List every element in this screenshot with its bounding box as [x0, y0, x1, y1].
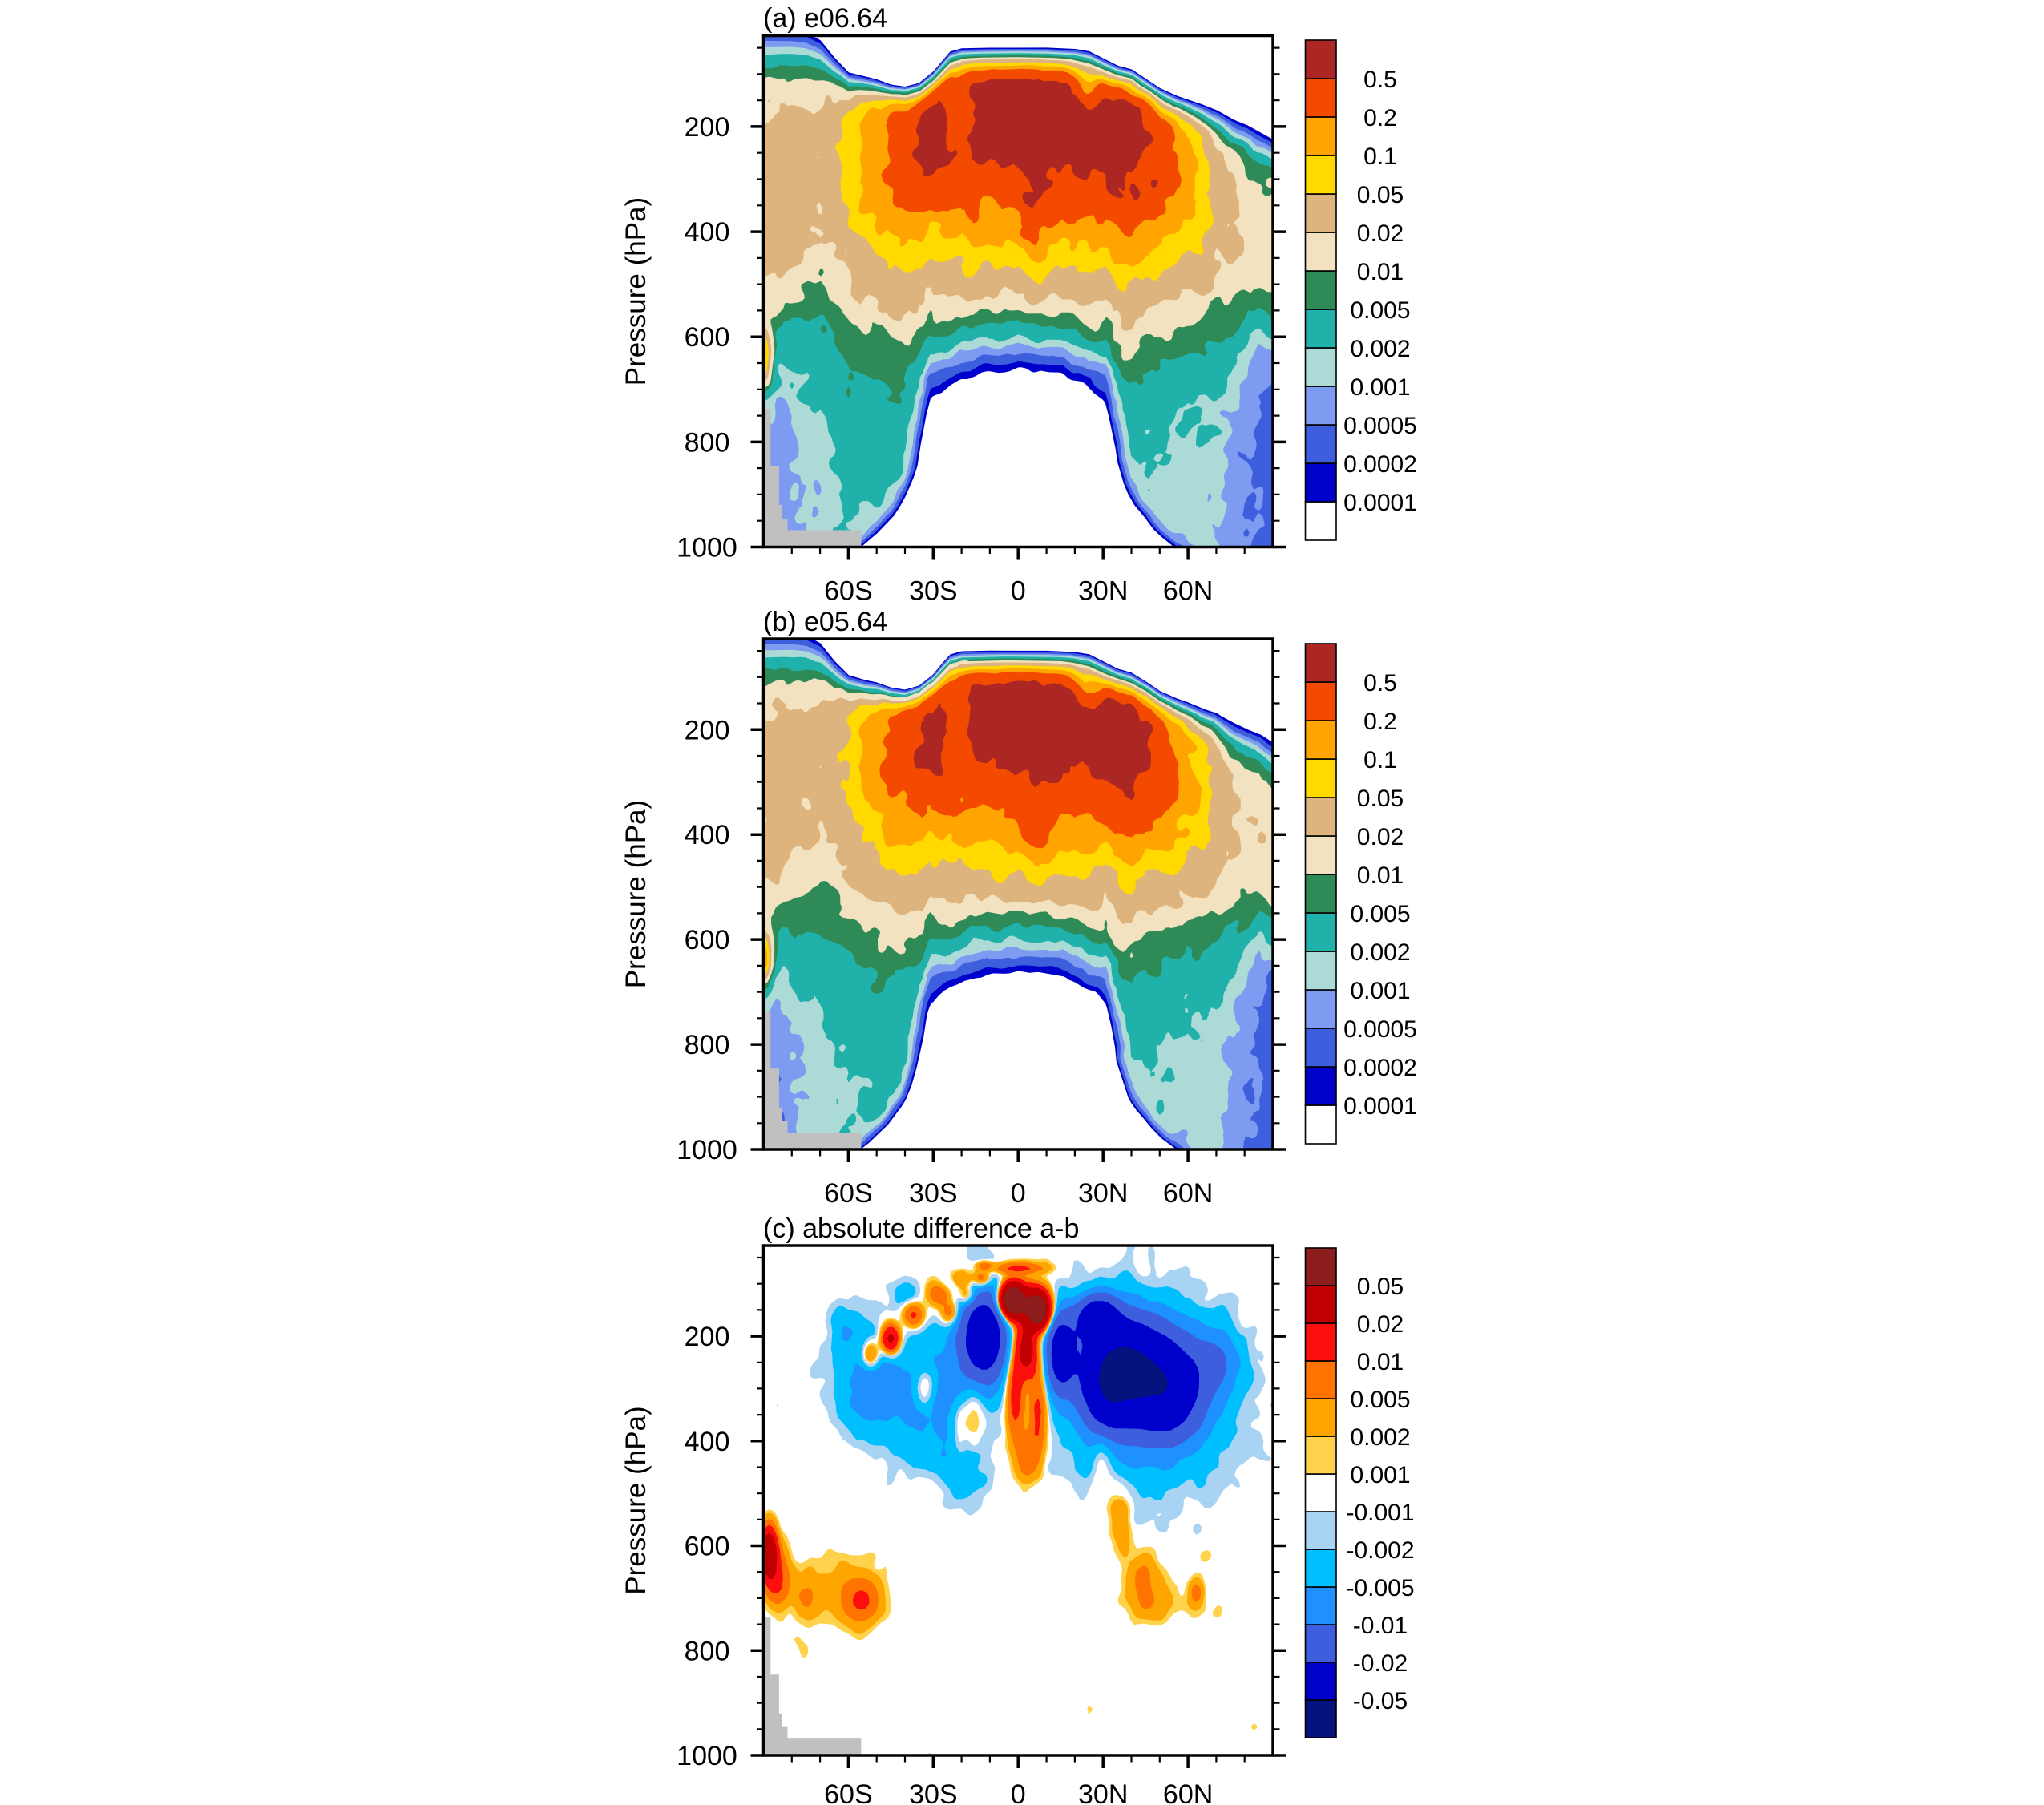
svg-text:60N: 60N: [1163, 1779, 1213, 1805]
svg-text:(c) absolute difference a-b: (c) absolute difference a-b: [763, 1213, 1079, 1244]
svg-text:0.001: 0.001: [1350, 1462, 1410, 1488]
svg-text:30S: 30S: [909, 1779, 958, 1805]
svg-text:0.002: 0.002: [1350, 1424, 1410, 1451]
svg-text:0.002: 0.002: [1350, 939, 1410, 966]
svg-text:400: 400: [685, 820, 730, 850]
svg-text:-0.005: -0.005: [1346, 1575, 1414, 1601]
svg-text:0.01: 0.01: [1357, 259, 1404, 285]
svg-text:400: 400: [685, 217, 730, 248]
svg-text:30S: 30S: [909, 576, 958, 607]
svg-text:1000: 1000: [677, 1741, 737, 1771]
svg-text:600: 600: [685, 1532, 730, 1562]
svg-text:800: 800: [685, 1636, 730, 1666]
svg-text:1000: 1000: [677, 1135, 737, 1165]
svg-text:600: 600: [685, 322, 730, 353]
svg-text:0: 0: [1011, 1178, 1026, 1209]
svg-text:0.05: 0.05: [1357, 182, 1404, 208]
svg-text:30N: 30N: [1078, 1178, 1128, 1209]
svg-text:0.001: 0.001: [1350, 374, 1410, 401]
svg-text:30S: 30S: [909, 1178, 958, 1209]
svg-text:30N: 30N: [1078, 1779, 1128, 1805]
svg-text:0.02: 0.02: [1357, 220, 1404, 247]
svg-text:800: 800: [685, 427, 730, 458]
svg-text:(b) e05.64: (b) e05.64: [763, 607, 887, 637]
svg-text:0: 0: [1011, 576, 1026, 607]
svg-text:800: 800: [685, 1030, 730, 1060]
svg-text:0.0002: 0.0002: [1343, 451, 1417, 478]
svg-text:200: 200: [685, 112, 730, 143]
svg-text:0.005: 0.005: [1350, 901, 1410, 927]
svg-text:-0.01: -0.01: [1353, 1613, 1408, 1639]
svg-text:0.1: 0.1: [1363, 747, 1397, 773]
svg-text:200: 200: [685, 1322, 730, 1352]
svg-text:0.0001: 0.0001: [1343, 490, 1417, 516]
svg-text:60N: 60N: [1163, 576, 1213, 607]
svg-text:Pressure (hPa): Pressure (hPa): [620, 197, 652, 386]
svg-text:0.2: 0.2: [1363, 709, 1397, 735]
svg-text:0.0002: 0.0002: [1343, 1055, 1417, 1081]
svg-text:Pressure (hPa): Pressure (hPa): [620, 800, 652, 988]
svg-text:0.05: 0.05: [1357, 785, 1404, 812]
svg-text:0.02: 0.02: [1357, 824, 1404, 850]
svg-text:600: 600: [685, 925, 730, 955]
svg-text:30N: 30N: [1078, 576, 1128, 607]
svg-text:Pressure (hPa): Pressure (hPa): [620, 1406, 652, 1594]
svg-text:-0.002: -0.002: [1346, 1537, 1414, 1564]
svg-text:-0.02: -0.02: [1353, 1650, 1408, 1677]
svg-text:200: 200: [685, 715, 730, 745]
svg-text:0: 0: [1011, 1779, 1026, 1805]
svg-text:0.01: 0.01: [1357, 1349, 1404, 1375]
svg-text:60S: 60S: [824, 576, 873, 607]
svg-text:0.0005: 0.0005: [1343, 413, 1417, 439]
svg-text:0.5: 0.5: [1363, 67, 1397, 93]
svg-text:0.1: 0.1: [1363, 143, 1397, 170]
svg-text:0.005: 0.005: [1350, 297, 1410, 324]
svg-text:0.2: 0.2: [1363, 105, 1397, 131]
svg-text:60N: 60N: [1163, 1178, 1213, 1209]
svg-text:0.005: 0.005: [1350, 1387, 1410, 1413]
svg-text:60S: 60S: [824, 1178, 873, 1209]
svg-text:0.001: 0.001: [1350, 978, 1410, 1004]
svg-text:0.05: 0.05: [1357, 1274, 1404, 1300]
svg-text:0.5: 0.5: [1363, 670, 1397, 697]
svg-text:0.0001: 0.0001: [1343, 1093, 1417, 1120]
svg-text:0.0005: 0.0005: [1343, 1016, 1417, 1043]
svg-text:-0.001: -0.001: [1346, 1500, 1414, 1526]
svg-text:0.002: 0.002: [1350, 336, 1410, 362]
svg-text:60S: 60S: [824, 1779, 873, 1805]
svg-text:(a) e06.64: (a) e06.64: [763, 3, 887, 34]
svg-text:1000: 1000: [677, 533, 737, 563]
svg-text:0.01: 0.01: [1357, 862, 1404, 889]
svg-text:-0.05: -0.05: [1353, 1688, 1408, 1714]
svg-text:0.02: 0.02: [1357, 1311, 1404, 1338]
svg-text:400: 400: [685, 1427, 730, 1457]
